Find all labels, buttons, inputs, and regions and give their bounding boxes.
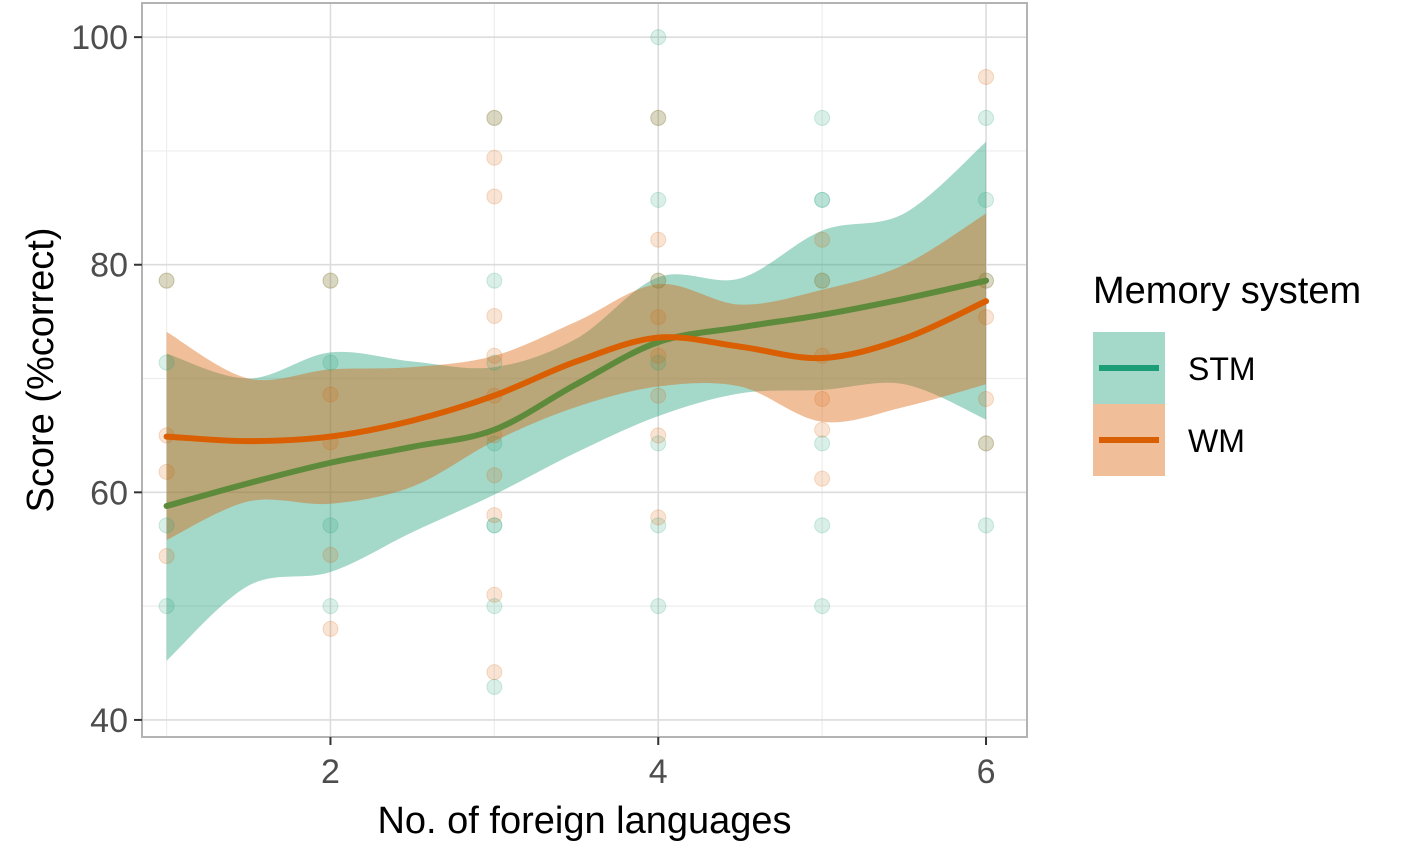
point-stm: [486, 435, 503, 452]
point-stm: [158, 354, 175, 371]
smooth-lines: [163, 277, 990, 509]
y-tick-label: 80: [90, 247, 128, 285]
point-stm: [486, 678, 503, 695]
x-axis-title: No. of foreign languages: [377, 800, 791, 842]
point-wm: [486, 149, 503, 166]
x-axis-ticks: 2 4 6: [321, 737, 995, 791]
point-wm: [486, 347, 503, 364]
y-tick-label: 40: [90, 702, 128, 740]
point-stm: [322, 517, 339, 534]
point-stm: [322, 272, 339, 289]
point-stm: [486, 272, 503, 289]
smooth-line-stm: [163, 277, 990, 509]
point-stm: [978, 517, 995, 534]
point-wm: [486, 664, 503, 681]
point-wm: [486, 507, 503, 524]
confidence-band-stm: [166, 141, 987, 661]
point-wm: [650, 347, 667, 364]
point-stm: [322, 354, 339, 371]
point-wm: [814, 231, 831, 248]
x-tick-label: 6: [977, 753, 996, 791]
point-stm: [814, 435, 831, 452]
point-wm: [814, 421, 831, 438]
point-wm: [322, 386, 339, 403]
point-stm: [158, 598, 175, 615]
point-stm: [814, 517, 831, 534]
point-wm: [978, 309, 995, 326]
smooth-line-wm: [163, 298, 990, 445]
point-stm: [814, 191, 831, 208]
grid: [142, 3, 1027, 737]
point-wm: [650, 109, 667, 126]
y-tick-label: 100: [71, 19, 128, 57]
point-wm: [158, 548, 175, 565]
point-wm: [650, 231, 667, 248]
point-wm: [486, 467, 503, 484]
point-stm: [650, 109, 667, 126]
point-wm: [650, 272, 667, 289]
y-axis-ticks: 40 60 80 100: [71, 19, 142, 740]
confidence-bands: [166, 141, 987, 661]
point-wm: [814, 470, 831, 487]
point-wm: [322, 272, 339, 289]
legend: Memory system STM WM: [1093, 270, 1361, 476]
point-stm: [814, 191, 831, 208]
point-stm: [814, 272, 831, 289]
point-stm: [322, 598, 339, 615]
legend-label-stm: STM: [1188, 351, 1256, 387]
point-stm: [814, 598, 831, 615]
point-stm: [486, 517, 503, 534]
point-wm: [650, 509, 667, 526]
point-stm: [650, 354, 667, 371]
point-wm: [650, 427, 667, 444]
confidence-band-wm: [166, 213, 987, 541]
point-wm: [486, 109, 503, 126]
point-stm: [486, 354, 503, 371]
y-axis-title: Score (%correct): [20, 227, 62, 512]
point-wm: [322, 546, 339, 563]
point-stm: [650, 272, 667, 289]
x-tick-label: 4: [649, 753, 668, 791]
point-wm: [650, 309, 667, 326]
point-stm: [486, 598, 503, 615]
point-wm: [978, 435, 995, 452]
point-stm: [650, 435, 667, 452]
point-wm: [486, 188, 503, 205]
point-stm: [978, 435, 995, 452]
point-stm: [650, 598, 667, 615]
point-wm: [158, 463, 175, 480]
plot-panel-border: [141, 2, 1028, 738]
point-wm: [814, 272, 831, 289]
point-stm: [158, 517, 175, 534]
legend-keys: STM WM: [1093, 332, 1256, 476]
point-stm: [486, 517, 503, 534]
point-stm: [486, 109, 503, 126]
point-stm: [978, 191, 995, 208]
point-wm: [486, 586, 503, 603]
y-tick-label: 60: [90, 474, 128, 512]
point-wm: [486, 307, 503, 324]
point-wm: [978, 68, 995, 85]
data-points: [158, 29, 995, 695]
point-stm: [158, 272, 175, 289]
point-wm: [650, 387, 667, 404]
point-wm: [814, 391, 831, 408]
x-tick-label: 2: [321, 753, 340, 791]
point-wm: [158, 272, 175, 289]
point-stm: [978, 109, 995, 126]
legend-label-wm: WM: [1188, 423, 1245, 459]
point-wm: [322, 620, 339, 637]
point-stm: [650, 29, 667, 46]
point-stm: [650, 517, 667, 534]
legend-title: Memory system: [1093, 270, 1361, 312]
point-stm: [814, 109, 831, 126]
point-stm: [650, 191, 667, 208]
point-wm: [978, 391, 995, 408]
